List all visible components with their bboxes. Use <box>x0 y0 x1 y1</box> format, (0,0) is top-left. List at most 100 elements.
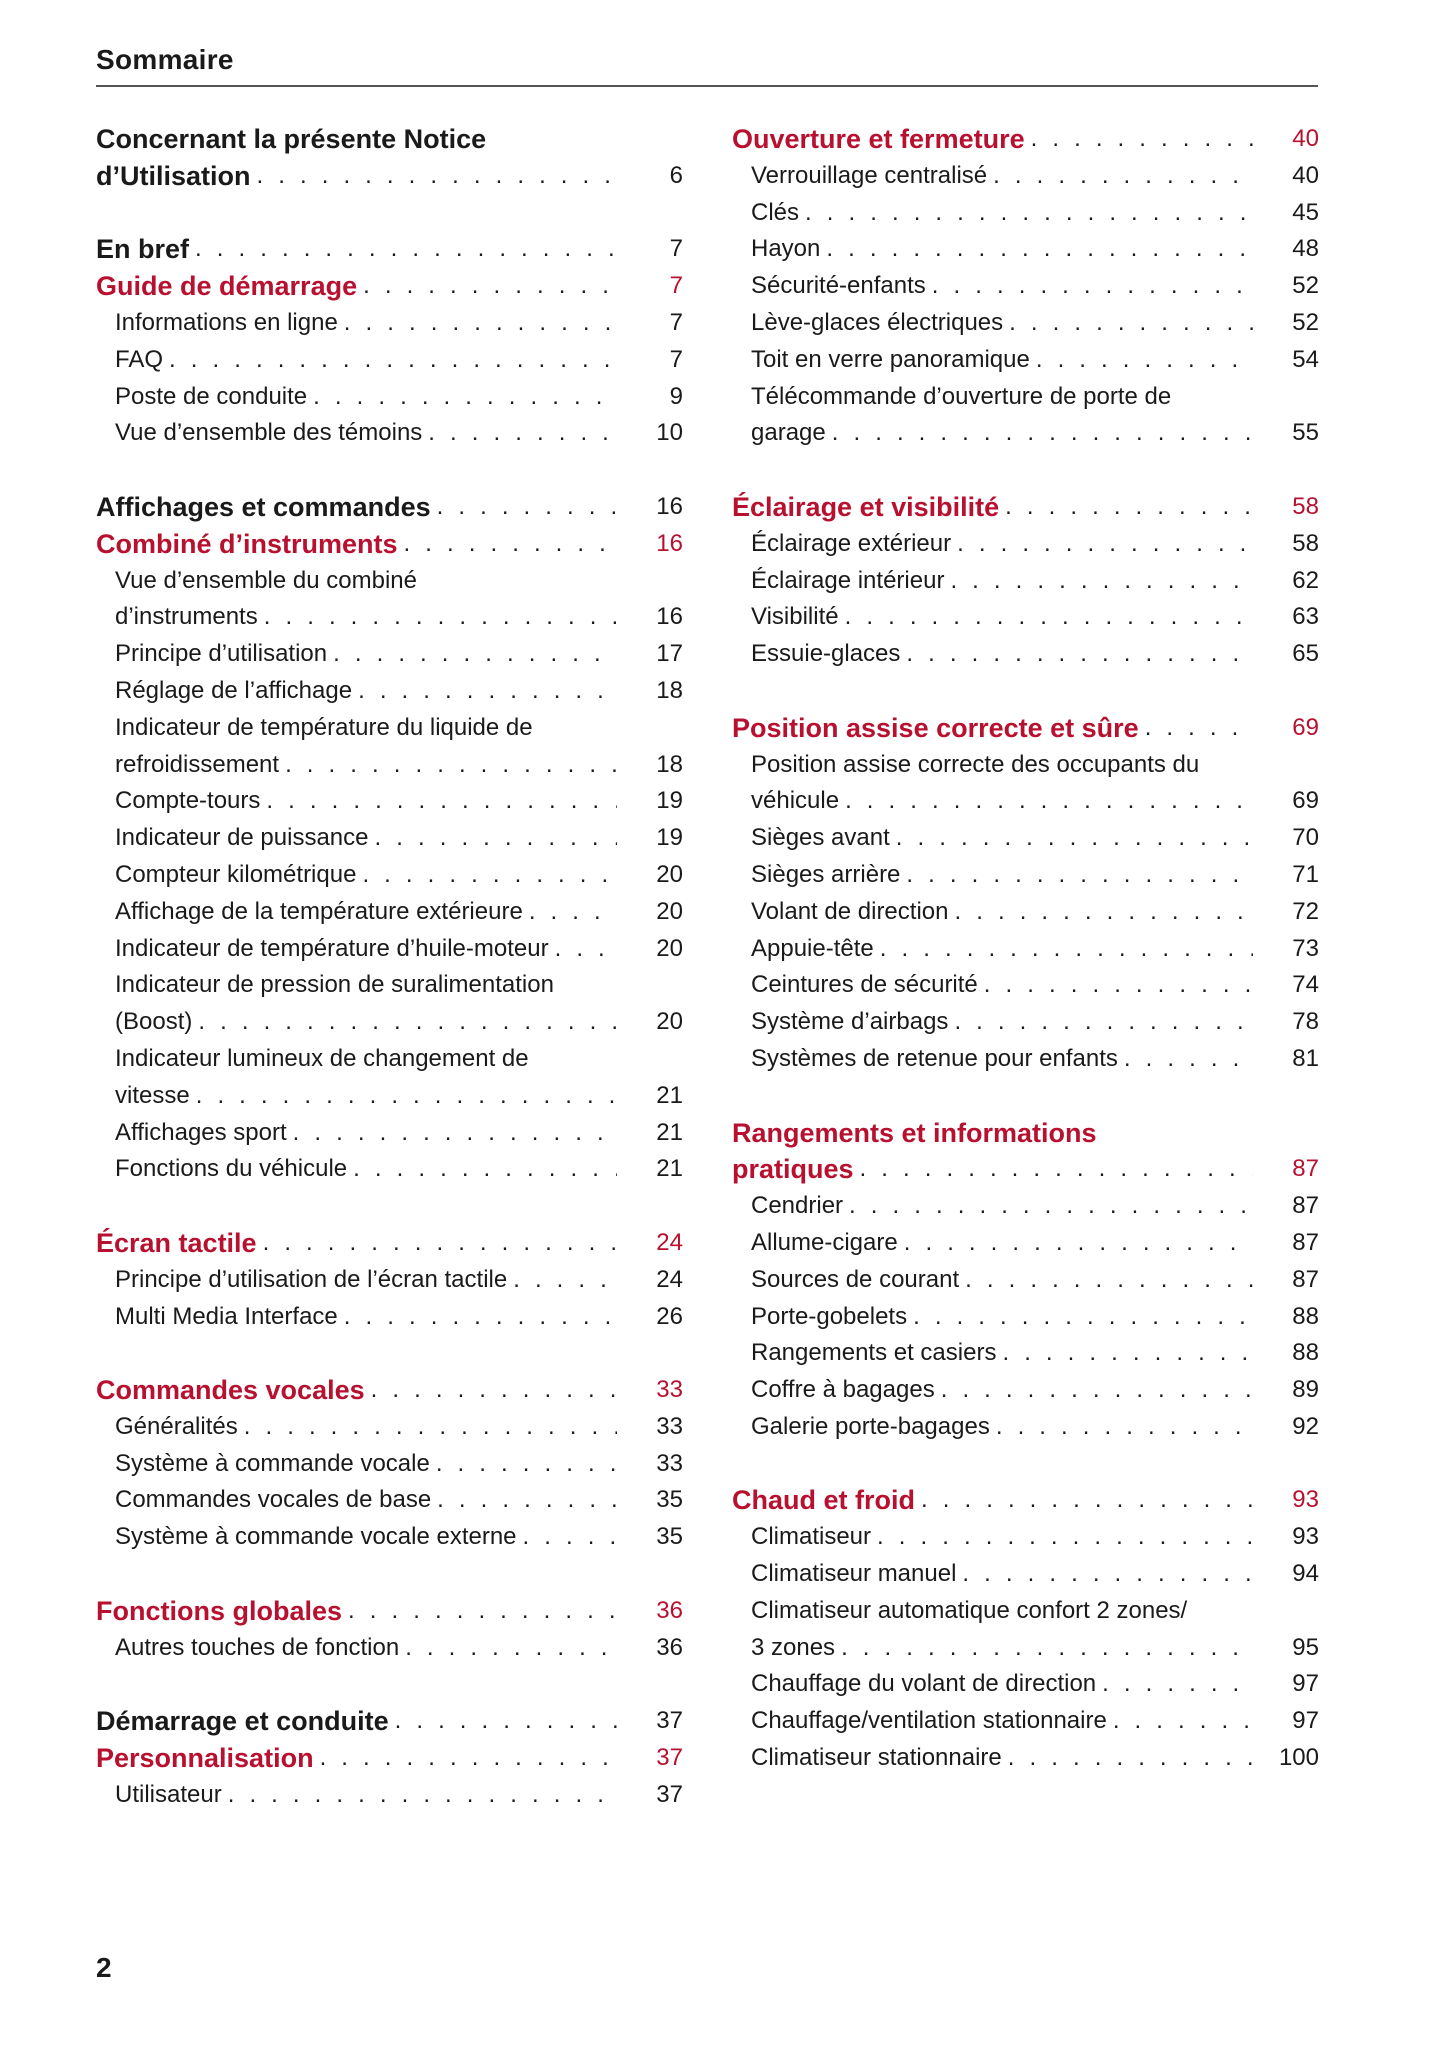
toc-item-link[interactable]: Toit en verre panoramique. . . . . . . .… <box>732 342 1319 379</box>
toc-item-link[interactable]: Principe d’utilisation. . . . . . . . . … <box>96 636 683 673</box>
entry-title: Commandes vocales de base <box>115 1486 432 1514</box>
toc-item-link[interactable]: Cendrier. . . . . . . . . . . . . . . . … <box>732 1188 1319 1225</box>
toc-item-link[interactable]: Poste de conduite. . . . . . . . . . . .… <box>96 379 683 416</box>
toc-item-link[interactable]: Visibilité. . . . . . . . . . . . . . . … <box>732 599 1319 636</box>
toc-item-link[interactable]: Télécommande d’ouverture de porte de <box>732 379 1319 416</box>
toc-chapter-link[interactable]: Ouverture et fermeture. . . . . . . . . … <box>732 121 1319 158</box>
toc-item-link[interactable]: Climatiseur stationnaire. . . . . . . . … <box>732 1740 1319 1777</box>
dot-leader: . . . . . . . . . . . . . . . . . . . . … <box>906 640 1253 668</box>
toc-item-link[interactable]: (Boost). . . . . . . . . . . . . . . . .… <box>96 1004 683 1041</box>
toc-item-link[interactable]: Compteur kilométrique. . . . . . . . . .… <box>96 857 683 894</box>
toc-item-link[interactable]: Compte-tours. . . . . . . . . . . . . . … <box>96 783 683 820</box>
toc-chapter-link[interactable]: Guide de démarrage. . . . . . . . . . . … <box>96 268 683 305</box>
toc-item-link[interactable]: Réglage de l’affichage. . . . . . . . . … <box>96 673 683 710</box>
toc-chapter-link[interactable]: Éclairage et visibilité. . . . . . . . .… <box>732 489 1319 526</box>
entry-page-number: 17 <box>656 640 683 668</box>
toc-item-link[interactable]: Coffre à bagages. . . . . . . . . . . . … <box>732 1372 1319 1409</box>
toc-section-link[interactable]: En bref. . . . . . . . . . . . . . . . .… <box>96 231 683 268</box>
toc-item-link[interactable]: Climatiseur manuel. . . . . . . . . . . … <box>732 1556 1319 1593</box>
toc-item-link[interactable]: Autres touches de fonction. . . . . . . … <box>96 1630 683 1667</box>
entry-title: Position assise correcte et sûre <box>732 712 1139 743</box>
toc-item-link[interactable]: Verrouillage centralisé. . . . . . . . .… <box>732 158 1319 195</box>
entry-title: Hayon <box>751 235 821 263</box>
toc-item-link[interactable]: Sièges avant. . . . . . . . . . . . . . … <box>732 820 1319 857</box>
toc-section-link[interactable]: Affichages et commandes. . . . . . . . .… <box>96 489 683 526</box>
entry-title: Principe d’utilisation <box>115 640 328 668</box>
toc-item-link[interactable]: Sièges arrière. . . . . . . . . . . . . … <box>732 857 1319 894</box>
toc-chapter-link[interactable]: Commandes vocales. . . . . . . . . . . .… <box>96 1372 683 1409</box>
toc-item-link[interactable]: Généralités. . . . . . . . . . . . . . .… <box>96 1409 683 1446</box>
toc-chapter-link[interactable]: Fonctions globales. . . . . . . . . . . … <box>96 1593 683 1630</box>
toc-item-link[interactable]: Indicateur de puissance. . . . . . . . .… <box>96 820 683 857</box>
toc-item-link[interactable]: Chauffage/ventilation stationnaire. . . … <box>732 1703 1319 1740</box>
toc-item-link[interactable]: véhicule. . . . . . . . . . . . . . . . … <box>732 783 1319 820</box>
toc-item-link[interactable]: Commandes vocales de base. . . . . . . .… <box>96 1482 683 1519</box>
toc-chapter-link[interactable]: Rangements et informations <box>732 1115 1319 1152</box>
toc-item-link[interactable]: Rangements et casiers. . . . . . . . . .… <box>732 1335 1319 1372</box>
toc-item-link[interactable]: Indicateur de température du liquide de <box>96 710 683 747</box>
toc-item-link[interactable]: Informations en ligne. . . . . . . . . .… <box>96 305 683 342</box>
toc-item-link[interactable]: Galerie porte-bagages. . . . . . . . . .… <box>732 1409 1319 1446</box>
toc-item-link[interactable]: d’instruments. . . . . . . . . . . . . .… <box>96 599 683 636</box>
spacer <box>96 452 683 489</box>
toc-item-link[interactable]: Indicateur de pression de suralimentatio… <box>96 967 683 1004</box>
spacer <box>732 673 1319 710</box>
toc-item-link[interactable]: Clés. . . . . . . . . . . . . . . . . . … <box>732 195 1319 232</box>
toc-item-link[interactable]: Volant de direction. . . . . . . . . . .… <box>732 894 1319 931</box>
toc-item-link[interactable]: Indicateur de température d’huile-moteur… <box>96 931 683 968</box>
toc-chapter-link[interactable]: Écran tactile. . . . . . . . . . . . . .… <box>96 1225 683 1262</box>
toc-item-link[interactable]: Multi Media Interface. . . . . . . . . .… <box>96 1299 683 1336</box>
toc-item-link[interactable]: Indicateur lumineux de changement de <box>96 1041 683 1078</box>
entry-title: Chaud et froid <box>732 1485 915 1516</box>
entry-page-number: 35 <box>656 1486 683 1514</box>
toc-item-link[interactable]: Système d’airbags. . . . . . . . . . . .… <box>732 1004 1319 1041</box>
toc-chapter-link[interactable]: Position assise correcte et sûre. . . . … <box>732 710 1319 747</box>
toc-item-link[interactable]: Porte-gobelets. . . . . . . . . . . . . … <box>732 1299 1319 1336</box>
toc-item-link[interactable]: Système à commande vocale. . . . . . . .… <box>96 1446 683 1483</box>
entry-page-number: 88 <box>1292 1302 1319 1330</box>
entry-page-number: 94 <box>1292 1560 1319 1588</box>
toc-item-link[interactable]: refroidissement. . . . . . . . . . . . .… <box>96 747 683 784</box>
entry-title: FAQ <box>115 345 164 373</box>
toc-section-link[interactable]: d’Utilisation. . . . . . . . . . . . . .… <box>96 158 683 195</box>
entry-page-number: 40 <box>1292 125 1319 152</box>
toc-item-link[interactable]: Utilisateur. . . . . . . . . . . . . . .… <box>96 1777 683 1814</box>
toc-item-link[interactable]: Sources de courant. . . . . . . . . . . … <box>732 1262 1319 1299</box>
toc-chapter-link[interactable]: Chaud et froid. . . . . . . . . . . . . … <box>732 1482 1319 1519</box>
toc-item-link[interactable]: Systèmes de retenue pour enfants. . . . … <box>732 1041 1319 1078</box>
toc-section-link[interactable]: Démarrage et conduite. . . . . . . . . .… <box>96 1703 683 1740</box>
toc-item-link[interactable]: Lève-glaces électriques. . . . . . . . .… <box>732 305 1319 342</box>
toc-item-link[interactable]: Climatiseur. . . . . . . . . . . . . . .… <box>732 1519 1319 1556</box>
toc-item-link[interactable]: Affichage de la température extérieure. … <box>96 894 683 931</box>
toc-item-link[interactable]: Allume-cigare. . . . . . . . . . . . . .… <box>732 1225 1319 1262</box>
toc-item-link[interactable]: FAQ. . . . . . . . . . . . . . . . . . .… <box>96 342 683 379</box>
toc-item-link[interactable]: Climatiseur automatique confort 2 zones/ <box>732 1593 1319 1630</box>
dot-leader: . . . . . . . . . . . . . . . . . . . . … <box>965 1265 1253 1293</box>
entry-page-number: 33 <box>656 1412 683 1440</box>
entry-title: Visibilité <box>751 603 839 631</box>
toc-item-link[interactable]: Système à commande vocale externe. . . .… <box>96 1519 683 1556</box>
toc-item-link[interactable]: Fonctions du véhicule. . . . . . . . . .… <box>96 1151 683 1188</box>
toc-item-link[interactable]: 3 zones. . . . . . . . . . . . . . . . .… <box>732 1630 1319 1667</box>
toc-section-link[interactable]: Concernant la présente Notice <box>96 121 683 158</box>
toc-item-link[interactable]: Hayon. . . . . . . . . . . . . . . . . .… <box>732 231 1319 268</box>
toc-item-link[interactable]: Éclairage extérieur. . . . . . . . . . .… <box>732 526 1319 563</box>
toc-item-link[interactable]: Vue d’ensemble des témoins. . . . . . . … <box>96 415 683 452</box>
toc-item-link[interactable]: garage. . . . . . . . . . . . . . . . . … <box>732 415 1319 452</box>
toc-item-link[interactable]: vitesse. . . . . . . . . . . . . . . . .… <box>96 1078 683 1115</box>
toc-item-link[interactable]: Éclairage intérieur. . . . . . . . . . .… <box>732 563 1319 600</box>
toc-item-link[interactable]: Vue d’ensemble du combiné <box>96 563 683 600</box>
toc-item-link[interactable]: Essuie-glaces. . . . . . . . . . . . . .… <box>732 636 1319 673</box>
toc-item-link[interactable]: Affichages sport. . . . . . . . . . . . … <box>96 1115 683 1152</box>
toc-chapter-link[interactable]: Combiné d’instruments. . . . . . . . . .… <box>96 526 683 563</box>
toc-item-link[interactable]: Position assise correcte des occupants d… <box>732 747 1319 784</box>
toc-item-link[interactable]: Principe d’utilisation de l’écran tactil… <box>96 1262 683 1299</box>
toc-chapter-link[interactable]: Personnalisation. . . . . . . . . . . . … <box>96 1740 683 1777</box>
toc-item-link[interactable]: Chauffage du volant de direction. . . . … <box>732 1666 1319 1703</box>
toc-item-link[interactable]: Sécurité-enfants. . . . . . . . . . . . … <box>732 268 1319 305</box>
toc-chapter-link[interactable]: pratiques. . . . . . . . . . . . . . . .… <box>732 1151 1319 1188</box>
toc-item-link[interactable]: Appuie-tête. . . . . . . . . . . . . . .… <box>732 931 1319 968</box>
toc-item-link[interactable]: Ceintures de sécurité. . . . . . . . . .… <box>732 967 1319 1004</box>
dot-leader: . . . . . . . . . . . . . . . . . . . . … <box>319 1744 617 1772</box>
entry-title: Allume-cigare <box>751 1228 898 1256</box>
